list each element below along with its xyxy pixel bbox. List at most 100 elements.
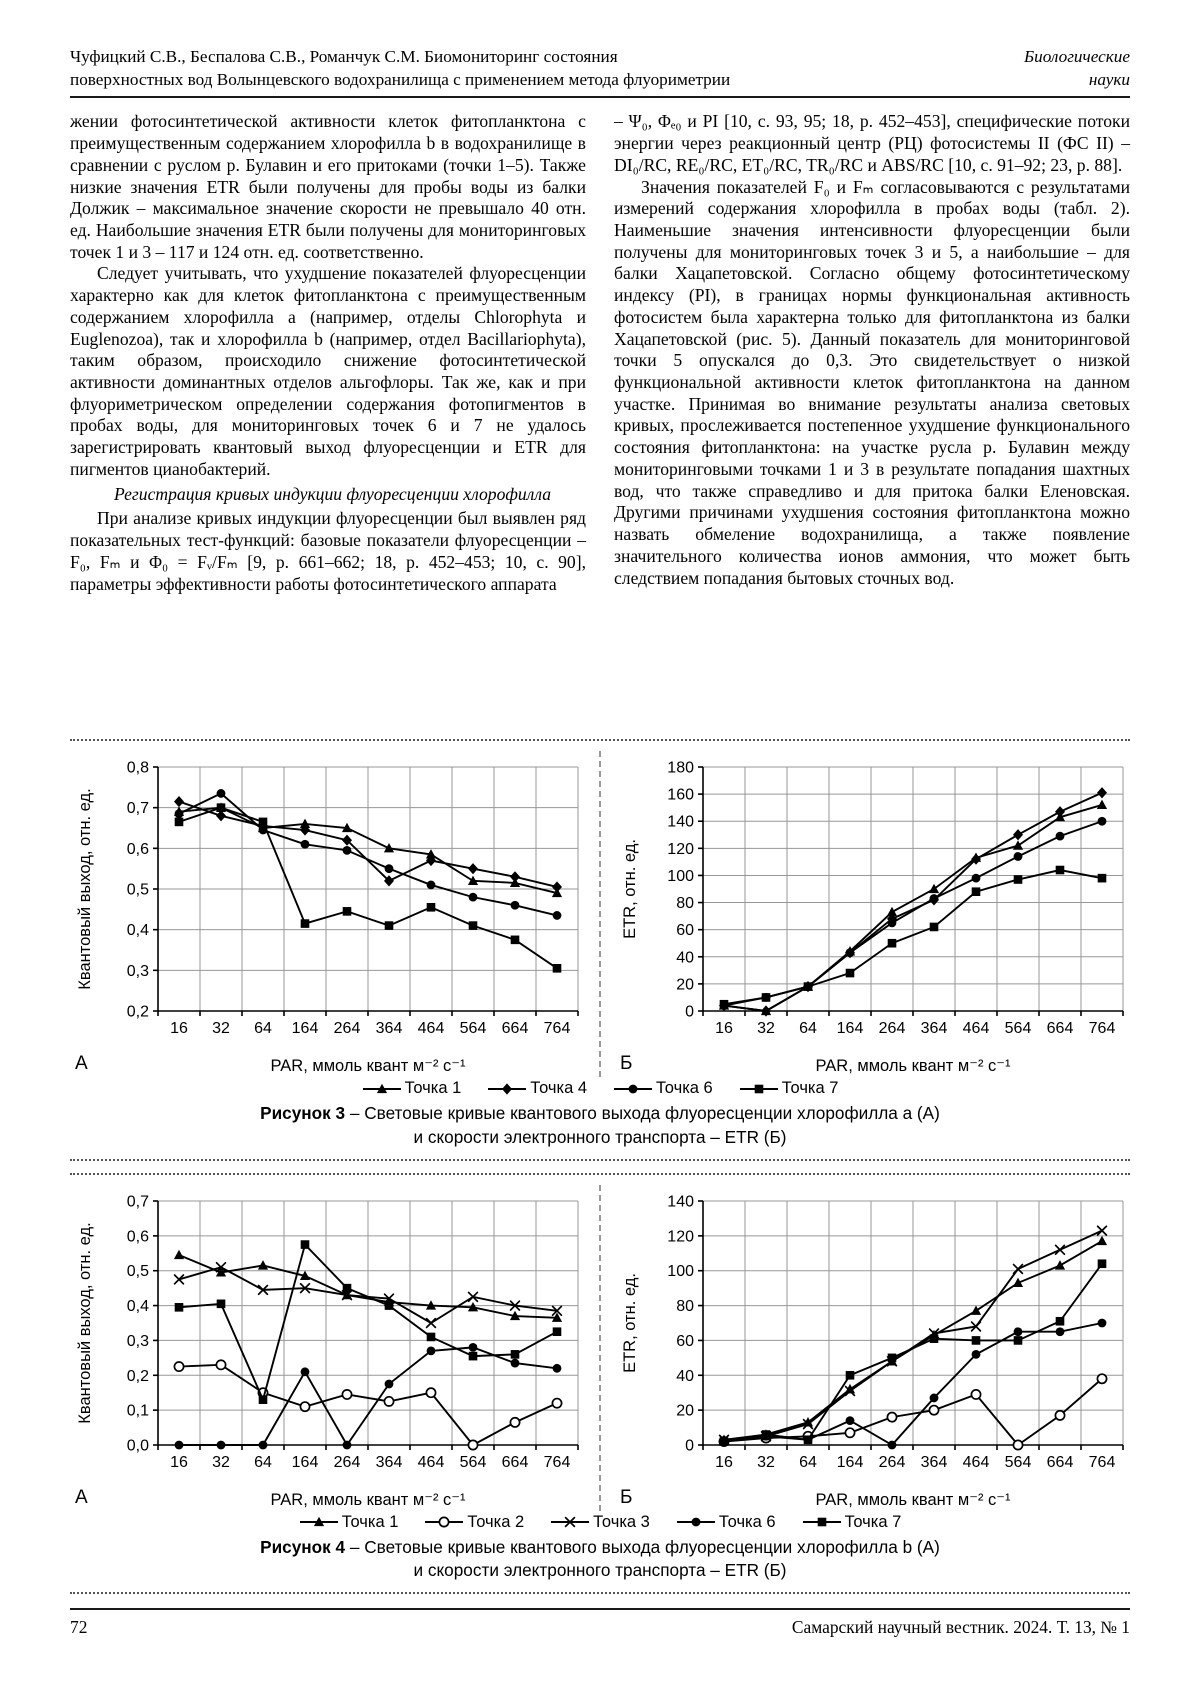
axis-labels: 0,2 0,3 0,4 0,5 0,6 0,7 0,8 16 32 64 164 264 364 464 5… [75, 760, 570, 1076]
svg-text:0,2: 0,2 [127, 1004, 149, 1021]
series-Точка-6 [174, 789, 562, 921]
header-line2: поверхностных вод Волынцевского водохран… [70, 69, 731, 89]
legend-marker-circle-open [425, 1516, 464, 1528]
svg-text:0,1: 0,1 [127, 1402, 149, 1419]
svg-text:0,4: 0,4 [127, 923, 149, 940]
svg-text:764: 764 [544, 1454, 571, 1471]
svg-text:80: 80 [676, 895, 694, 912]
figure-4: 0,0 0,1 0,2 0,3 0,4 0,5 0,6 0,7 16 32 64 164 264 364 4… [70, 1172, 1130, 1595]
paragraph: Значения показателей F₀ и Fₘ согласовыва… [614, 176, 1130, 588]
svg-text:Б: Б [620, 1053, 632, 1074]
legend-item-Точка-3: Точка 3 [550, 1513, 650, 1532]
svg-text:464: 464 [418, 1454, 445, 1471]
svg-text:32: 32 [757, 1020, 775, 1037]
svg-text:ETR, отн. ед.: ETR, отн. ед. [621, 839, 639, 939]
svg-text:564: 564 [460, 1454, 487, 1471]
svg-text:364: 364 [921, 1454, 948, 1471]
svg-text:464: 464 [963, 1454, 990, 1471]
svg-text:16: 16 [715, 1020, 733, 1037]
svg-text:0,5: 0,5 [127, 1263, 149, 1280]
legend-marker-square [739, 1084, 778, 1094]
svg-text:140: 140 [667, 814, 694, 831]
gridlines [703, 766, 1124, 1012]
legend-marker-square [802, 1518, 841, 1527]
svg-text:64: 64 [799, 1454, 817, 1471]
svg-text:PAR, ммоль квант м⁻² с⁻¹: PAR, ммоль квант м⁻² с⁻¹ [271, 1491, 467, 1509]
figure-4-charts: 0,0 0,1 0,2 0,3 0,4 0,5 0,6 0,7 16 32 64 164 264 364 4… [70, 1184, 1130, 1511]
svg-text:PAR, ммоль квант м⁻² с⁻¹: PAR, ммоль квант м⁻² с⁻¹ [816, 1057, 1012, 1075]
figure-4-label: Рисунок 4 [260, 1536, 346, 1557]
figure-3-caption-text: – Световые кривые квантового выхода флуо… [345, 1103, 940, 1124]
paragraph: – Ψ₀, Φₑ₀ и PI [10, с. 93, 95; 18, p. 45… [614, 111, 1130, 175]
paragraph: жении фотосинтетической активности клето… [70, 111, 586, 262]
legend-label: Точка 6 [656, 1079, 713, 1098]
chart-panel-Б: 0 20 40 60 80 100 120 140 160 180 16 32 64 164 264 364 4… [620, 760, 1124, 1075]
svg-text:А: А [75, 1487, 88, 1508]
svg-text:664: 664 [502, 1454, 529, 1471]
text-columns: жении фотосинтетической активности клето… [70, 111, 1130, 739]
legend-label: Точка 6 [718, 1512, 776, 1531]
svg-text:64: 64 [254, 1454, 272, 1471]
header-line1: Чуфицкий С.В., Беспалова С.В., Романчук … [70, 47, 618, 66]
svg-text:0,6: 0,6 [127, 841, 149, 858]
svg-text:Квантовый выход, отн. ед.: Квантовый выход, отн. ед. [76, 789, 94, 990]
legend-label: Точка 7 [844, 1512, 902, 1531]
svg-text:64: 64 [254, 1020, 272, 1037]
svg-text:Квантовый выход, отн. ед.: Квантовый выход, отн. ед. [76, 1222, 94, 1423]
svg-text:0: 0 [685, 1004, 694, 1021]
svg-text:60: 60 [676, 1333, 694, 1350]
legend-label: Точка 1 [341, 1512, 399, 1531]
gridlines [158, 1200, 579, 1445]
svg-text:60: 60 [676, 923, 694, 940]
page-footer: 72 Самарский научный вестник. 2024. Т. 1… [70, 1608, 1130, 1638]
svg-text:164: 164 [837, 1454, 864, 1471]
svg-text:264: 264 [879, 1454, 906, 1471]
legend-marker-x [551, 1517, 590, 1528]
legend-label: Точка 1 [404, 1079, 462, 1098]
svg-text:164: 164 [292, 1020, 319, 1037]
svg-text:100: 100 [667, 1263, 694, 1280]
legend-label: Точка 2 [467, 1512, 525, 1531]
right-column: – Ψ₀, Φₑ₀ и PI [10, с. 93, 95; 18, p. 45… [614, 111, 1130, 739]
figure-3: 0,2 0,3 0,4 0,5 0,6 0,7 0,8 16 32 64 164 264 364 464 5… [70, 739, 1130, 1161]
svg-text:664: 664 [502, 1020, 529, 1037]
header-section: Биологические науки [1024, 46, 1130, 91]
svg-text:16: 16 [715, 1454, 733, 1471]
left-column: жении фотосинтетической активности клето… [70, 111, 586, 739]
figure-3-label: Рисунок 3 [260, 1103, 346, 1124]
svg-text:264: 264 [334, 1454, 361, 1471]
svg-text:0,4: 0,4 [127, 1298, 149, 1315]
chart-panel-Б: 0 20 40 60 80 100 120 140 16 32 64 164 264 364 464 564 6… [620, 1193, 1124, 1509]
series-Точка-2 [173, 1359, 563, 1451]
series-Точка-7 [719, 1259, 1107, 1446]
page-header: Чуфицкий С.В., Беспалова С.В., Романчук … [70, 46, 1130, 99]
svg-text:464: 464 [963, 1020, 990, 1037]
svg-text:0,5: 0,5 [127, 882, 149, 899]
figure-4-caption-line1: Рисунок 4 – Световые кривые квантового в… [70, 1536, 1130, 1559]
legend-item-Точка-1: Точка 1 [299, 1512, 399, 1532]
svg-text:564: 564 [1005, 1454, 1032, 1471]
axes [153, 1200, 579, 1450]
series-Точка-7 [174, 803, 562, 974]
svg-text:ETR, отн. ед.: ETR, отн. ед. [621, 1273, 639, 1373]
svg-text:140: 140 [667, 1193, 694, 1210]
series-Точка-1 [173, 1249, 563, 1322]
legend-marker-triangle [362, 1083, 401, 1094]
axis-labels: 0,0 0,1 0,2 0,3 0,4 0,5 0,6 0,7 16 32 64 164 264 364 4… [75, 1193, 570, 1509]
subsection-heading: Регистрация кривых индукции флуоресценци… [114, 483, 552, 504]
legend-item-Точка-7: Точка 7 [739, 1079, 838, 1098]
header-authors-title: Чуфицкий С.В., Беспалова С.В., Романчук … [70, 46, 730, 91]
legend-item-Точка-6: Точка 6 [676, 1513, 776, 1532]
series-Точка-7 [719, 866, 1107, 1009]
paragraph: Следует учитывать, что ухудшение показат… [70, 263, 586, 479]
figure-3-caption-line2: и скорости электронного транспорта – ETR… [413, 1126, 787, 1147]
svg-text:0,0: 0,0 [127, 1437, 149, 1454]
paragraph: При анализе кривых индукции флуоресценци… [70, 508, 586, 594]
svg-text:264: 264 [334, 1020, 361, 1037]
svg-text:160: 160 [667, 787, 694, 804]
svg-text:32: 32 [757, 1454, 775, 1471]
figure-4-caption: Рисунок 4 – Световые кривые квантового в… [70, 1536, 1130, 1582]
svg-text:0,3: 0,3 [127, 1333, 149, 1350]
svg-text:PAR, ммоль квант м⁻² с⁻¹: PAR, ммоль квант м⁻² с⁻¹ [816, 1491, 1012, 1509]
